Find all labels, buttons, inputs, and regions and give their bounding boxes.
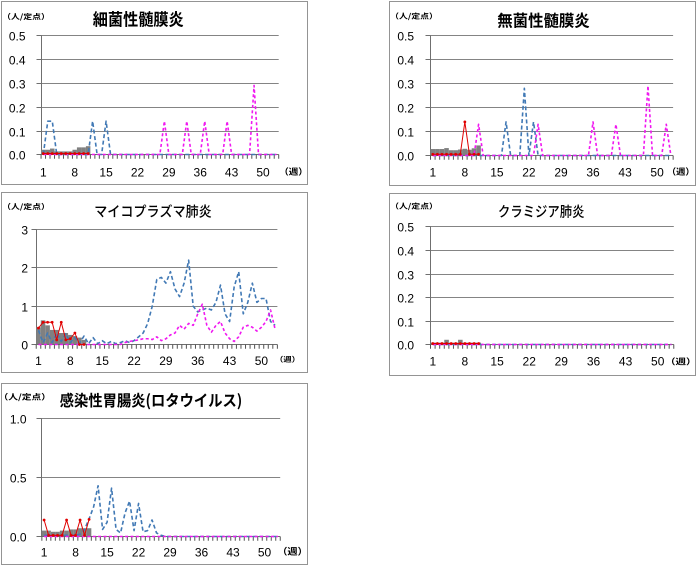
svg-text:0.1: 0.1 (397, 315, 414, 329)
svg-text:50: 50 (258, 546, 272, 560)
svg-text:15: 15 (96, 354, 110, 368)
svg-text:0.5: 0.5 (10, 471, 27, 485)
svg-text:8: 8 (72, 546, 79, 560)
svg-text:36: 36 (587, 355, 601, 369)
svg-text:1: 1 (35, 354, 42, 368)
svg-text:15: 15 (100, 546, 114, 560)
svg-text:22: 22 (523, 355, 537, 369)
svg-text:50: 50 (650, 166, 664, 180)
svg-text:22: 22 (131, 166, 145, 180)
svg-text:1: 1 (40, 166, 47, 180)
svg-text:50: 50 (651, 355, 665, 369)
svg-text:0.2: 0.2 (397, 291, 414, 305)
svg-text:29: 29 (555, 355, 569, 369)
svg-text:22: 22 (522, 166, 536, 180)
svg-text:1: 1 (21, 300, 28, 314)
svg-text:0.0: 0.0 (10, 530, 27, 544)
svg-text:1: 1 (429, 166, 436, 180)
svg-text:2: 2 (21, 261, 28, 275)
svg-text:0.4: 0.4 (397, 53, 414, 67)
svg-text:15: 15 (490, 355, 504, 369)
svg-text:0.1: 0.1 (9, 125, 26, 139)
svg-text:43: 43 (226, 546, 240, 560)
svg-text:0.2: 0.2 (397, 101, 414, 115)
svg-text:0.3: 0.3 (9, 77, 26, 91)
svg-text:1.0: 1.0 (10, 412, 27, 426)
svg-text:50: 50 (255, 354, 269, 368)
svg-text:1: 1 (41, 546, 48, 560)
svg-text:8: 8 (461, 166, 468, 180)
svg-text:0.5: 0.5 (397, 220, 414, 234)
svg-text:0.5: 0.5 (9, 29, 26, 43)
svg-text:8: 8 (462, 355, 469, 369)
svg-text:0.3: 0.3 (397, 268, 414, 282)
svg-text:8: 8 (71, 166, 78, 180)
svg-text:36: 36 (195, 546, 209, 560)
svg-text:29: 29 (162, 166, 176, 180)
svg-text:22: 22 (132, 546, 146, 560)
svg-text:0.4: 0.4 (397, 244, 414, 258)
svg-text:43: 43 (223, 354, 237, 368)
svg-text:50: 50 (256, 166, 270, 180)
svg-text:0.3: 0.3 (397, 77, 414, 91)
svg-text:8: 8 (67, 354, 74, 368)
svg-text:0.5: 0.5 (397, 29, 414, 43)
svg-text:0.2: 0.2 (9, 101, 26, 115)
svg-text:0.0: 0.0 (9, 148, 26, 162)
svg-text:0.0: 0.0 (397, 338, 414, 352)
svg-text:15: 15 (99, 166, 113, 180)
svg-text:29: 29 (159, 354, 173, 368)
svg-text:1: 1 (429, 355, 436, 369)
svg-text:0: 0 (21, 338, 28, 352)
svg-text:0.4: 0.4 (9, 53, 26, 67)
svg-text:36: 36 (191, 354, 205, 368)
svg-text:36: 36 (194, 166, 208, 180)
svg-text:36: 36 (586, 166, 600, 180)
svg-text:29: 29 (163, 546, 177, 560)
svg-text:43: 43 (619, 355, 633, 369)
svg-text:43: 43 (225, 166, 239, 180)
svg-text:29: 29 (554, 166, 568, 180)
svg-text:0.0: 0.0 (397, 149, 414, 163)
svg-text:0.1: 0.1 (397, 125, 414, 139)
svg-text:43: 43 (618, 166, 632, 180)
svg-text:3: 3 (21, 223, 28, 237)
svg-text:22: 22 (127, 354, 141, 368)
svg-text:15: 15 (490, 166, 504, 180)
